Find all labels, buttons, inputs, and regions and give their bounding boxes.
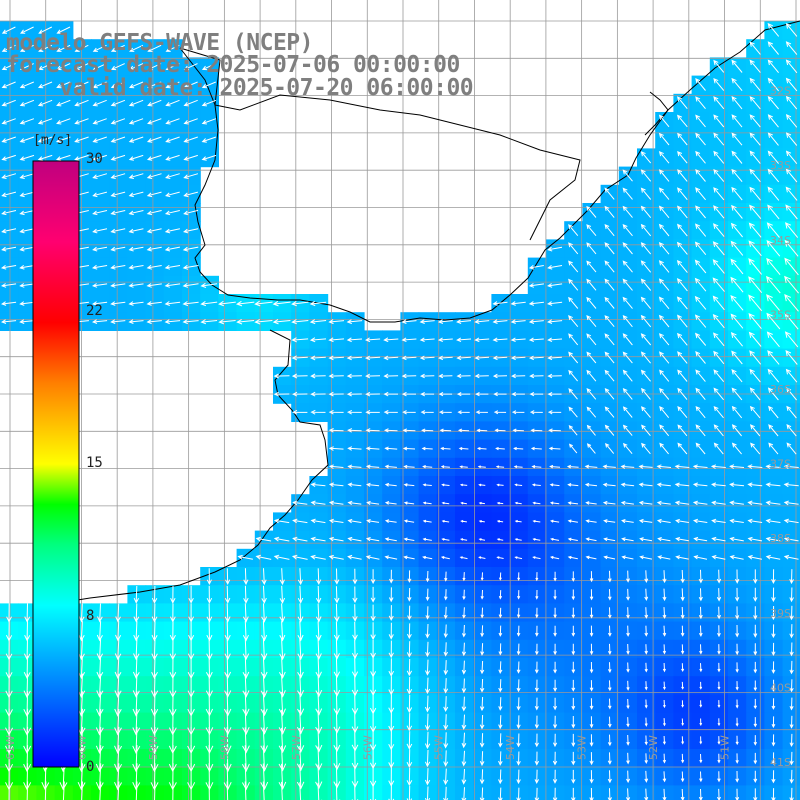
lat-label: 41S (770, 756, 791, 769)
lon-label: 54W (504, 735, 517, 760)
colorbar (32, 160, 80, 768)
colorbar-tick: 0 (86, 759, 95, 775)
colorbar-tick: 15 (86, 455, 103, 471)
lon-label: 53W (576, 735, 589, 760)
valid-date: valid date: 2025-07-20 06:00:00 (6, 75, 474, 101)
lat-label: 37S (770, 458, 791, 471)
lat-label: 36S (770, 383, 791, 396)
lon-label: 52W (647, 735, 660, 760)
lat-label: 39S (770, 607, 791, 620)
lat-label: 32S (770, 85, 791, 98)
lat-label: 40S (770, 681, 791, 694)
forecast-date: forecast date: 2025-07-06 00:00:00 (6, 52, 460, 78)
wind-arrows (0, 22, 799, 800)
lon-label: 51W (719, 735, 732, 760)
lon-label: 56W (361, 735, 374, 760)
colorbar-unit: [m/s] (33, 133, 73, 148)
lat-label: 35S (770, 308, 791, 321)
lon-label: 58W (218, 735, 231, 760)
colorbar-tick: 22 (86, 303, 103, 319)
model-title: modelo GEFS-WAVE (NCEP) (6, 30, 314, 56)
lon-label: 59W (147, 735, 160, 760)
lon-label: 55W (433, 735, 446, 760)
lat-label: 33S (770, 159, 791, 172)
colorbar-tick: 8 (86, 608, 95, 624)
colorbar-tick: 30 (86, 151, 103, 167)
lat-label: 38S (770, 532, 791, 545)
lat-label: 34S (770, 234, 791, 247)
lon-label: 61W (4, 735, 17, 760)
lon-label: 57W (290, 735, 303, 760)
